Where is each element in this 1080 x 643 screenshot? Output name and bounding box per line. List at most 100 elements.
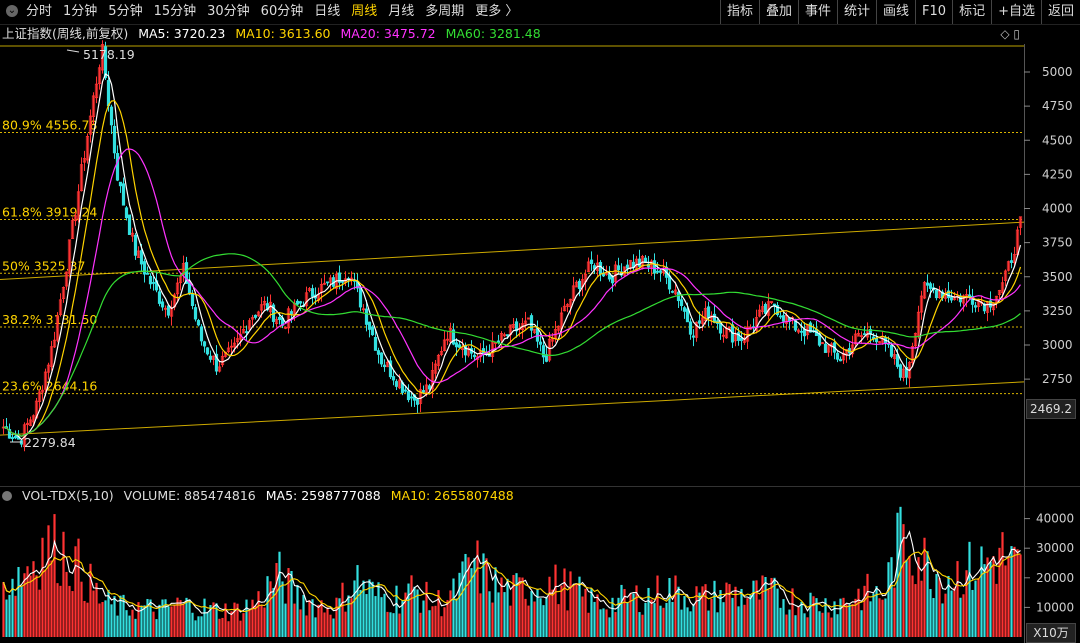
volume-bar [20,585,23,637]
tool-button-5[interactable]: F10 [915,0,952,24]
tool-button-2[interactable]: 事件 [797,0,837,24]
volume-bar [386,611,389,637]
candle-body [970,295,975,305]
volume-bar [122,594,125,637]
volume-bar [875,586,878,637]
volume-bar [566,610,569,637]
period-tab-7[interactable]: 周线 [351,4,378,19]
volume-bar [623,589,626,637]
volume-bar [233,602,236,637]
volume-bar [461,561,464,637]
volume-ma5: MA5: 2598777088 [265,488,381,503]
candle-body [61,287,66,299]
period-tab-10[interactable]: 更多 〉 [475,4,519,19]
volume-bar [443,607,446,637]
period-tab-3[interactable]: 15分钟 [153,4,197,19]
fib-level-label: 61.8% 3919.24 [2,205,97,220]
collapse-chevron-icon[interactable]: ⌄ [6,5,18,17]
period-tab-2[interactable]: 5分钟 [108,4,143,19]
volume-bar [506,578,509,637]
tool-button-8[interactable]: 返回 [1040,0,1080,24]
candle-body [247,320,252,330]
volume-bar [347,595,350,637]
high-annotation-pointer [66,49,80,53]
period-tab-6[interactable]: 日线 [314,4,341,19]
tool-button-3[interactable]: 统计 [837,0,876,24]
volume-bar [530,591,533,637]
tool-button-1[interactable]: 叠加 [758,0,798,24]
candle-body [64,271,69,287]
volume-bar [269,581,272,637]
volume-bar [332,618,335,637]
volume-bar [746,598,749,637]
candle-body [562,305,567,312]
channel-lower-line [0,381,1025,436]
volume-bar [5,599,8,637]
volume-bar [944,593,947,637]
candle-body [256,311,261,317]
volume-bar [485,558,488,637]
volume-bar [905,559,908,637]
period-tab-1[interactable]: 1分钟 [63,4,98,19]
volume-bar [914,584,917,637]
volume-bar [431,606,434,637]
candle-body [109,106,114,126]
panel-toggle-icon[interactable]: ▯ [1013,27,1020,41]
volume-bar [509,605,512,637]
candle-body [904,366,909,378]
volume-bar [2,582,5,637]
volume-bar [14,595,17,637]
period-tab-8[interactable]: 月线 [388,4,415,19]
volume-bar [821,612,824,637]
candle-body [565,304,570,307]
volume-bar [425,581,428,637]
volume-bar [410,575,413,637]
candle-body [67,239,72,274]
candle-body [220,355,225,366]
tool-button-4[interactable]: 画线 [876,0,915,24]
volume-bar [593,601,596,637]
period-tab-4[interactable]: 30分钟 [207,4,250,19]
tool-button-0[interactable]: 指标 [719,0,759,24]
candle-body [610,276,615,284]
volume-bar [68,585,71,637]
candle-body [511,324,516,328]
candle-body [7,429,12,439]
candle-body [85,135,90,161]
volume-bar [644,602,647,637]
volume-settings-icon[interactable] [2,491,12,501]
volume-bar [371,581,374,637]
tool-button-7[interactable]: +自选 [991,0,1041,24]
volume-bar [242,613,245,637]
tool-button-6[interactable]: 标记 [952,0,991,24]
volume-bar [152,611,155,637]
volume-bar [941,603,944,637]
volume-bar [989,561,992,637]
candle-body [406,390,411,401]
diamond-icon[interactable]: ◇ [1000,27,1010,41]
period-tab-9[interactable]: 多周期 [425,4,465,19]
period-tab-5[interactable]: 60分钟 [260,4,304,19]
index-title: 上证指数(周线,前复权) [2,26,129,41]
volume-bar [299,609,302,637]
volume-bar [407,583,410,637]
volume-bar [128,615,131,637]
candle-body [448,328,453,343]
volume-bar [767,589,770,637]
volume-bar [839,598,842,637]
volume-bar [500,577,503,637]
candle-body [697,320,702,324]
volume-bar [965,570,968,637]
volume-bar [512,574,515,637]
volume-bar [554,564,557,637]
volume-bar [113,596,116,637]
volume-bar [1019,554,1022,637]
volume-bar [251,599,254,637]
period-tab-0[interactable]: 分时 [26,4,53,19]
volume-bar [35,575,38,637]
volume-bar [59,585,62,637]
candle-body [436,354,441,366]
channel-upper-line [0,221,1025,280]
volume-bar [302,594,305,637]
